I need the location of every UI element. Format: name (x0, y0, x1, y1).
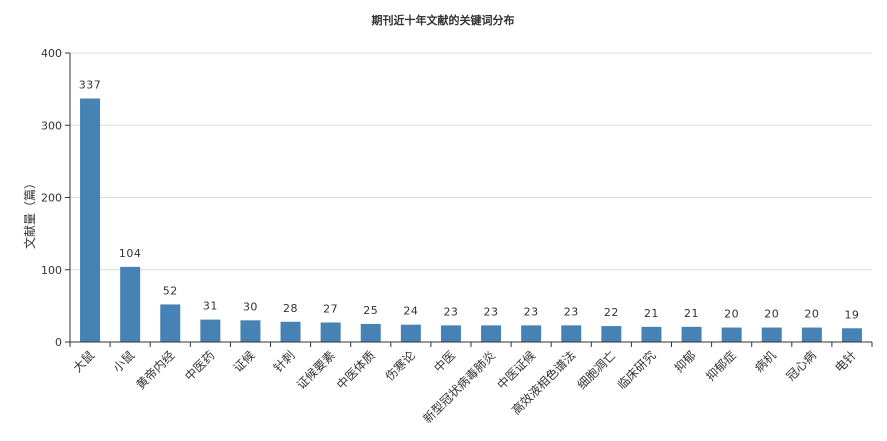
bar-value-label: 30 (243, 300, 258, 313)
y-axis-label: 文献量（篇） (22, 177, 37, 249)
bar[interactable] (440, 325, 461, 342)
bar-value-label: 24 (403, 305, 418, 318)
x-tick-label: 冠心病 (783, 348, 819, 384)
bar[interactable] (200, 319, 221, 342)
bar[interactable] (601, 326, 622, 342)
y-tick-label: 300 (41, 119, 62, 132)
x-tick-label: 黄帝内经 (133, 348, 178, 393)
x-tick-label: 抑郁症 (703, 348, 739, 384)
x-tick-label: 电针 (831, 348, 859, 376)
x-tick-label: 证候 (231, 348, 258, 375)
bar-value-label: 23 (484, 305, 499, 318)
bar[interactable] (841, 328, 862, 342)
bar-value-label: 25 (363, 304, 378, 317)
x-tick-label: 大鼠 (70, 348, 97, 375)
bar-value-label: 52 (163, 284, 178, 297)
bar[interactable] (721, 327, 742, 342)
bar-value-label: 20 (804, 308, 819, 321)
x-tick-label: 细胞凋亡 (575, 348, 619, 392)
x-tick-label: 证候要素 (294, 348, 338, 392)
bar[interactable] (681, 326, 702, 342)
bar[interactable] (641, 326, 662, 342)
x-tick-label: 中医体质 (333, 348, 378, 393)
y-tick-label: 200 (41, 192, 62, 205)
x-tick-label: 小鼠 (110, 348, 137, 375)
bar-value-label: 23 (524, 305, 539, 318)
bar[interactable] (400, 324, 421, 342)
chart-title: 期刊近十年文献的关键词分布 (372, 13, 515, 27)
bar-value-label: 104 (119, 247, 142, 260)
bar[interactable] (240, 320, 261, 342)
x-tick-label: 中医 (430, 348, 458, 376)
bar-value-label: 20 (724, 308, 739, 321)
y-tick-label: 0 (55, 336, 62, 349)
bar-value-label: 20 (764, 308, 779, 321)
bar[interactable] (561, 325, 582, 342)
x-tick-label: 病机 (751, 348, 779, 376)
bar[interactable] (360, 323, 381, 342)
bar-value-label: 23 (564, 305, 579, 318)
bar[interactable] (521, 325, 542, 342)
bar[interactable] (320, 322, 341, 342)
bar-value-label: 31 (203, 300, 218, 313)
x-tick-label: 临床研究 (614, 348, 659, 393)
y-tick-label: 400 (41, 47, 62, 60)
bar[interactable] (80, 98, 101, 342)
x-tick-label: 中医药 (181, 348, 217, 384)
y-tick-label: 100 (41, 264, 62, 277)
x-tick-label: 伤寒论 (382, 348, 418, 384)
bar-value-label: 337 (79, 79, 102, 92)
bar[interactable] (160, 304, 181, 342)
x-tick-label: 针刺 (270, 348, 298, 376)
bar[interactable] (761, 327, 782, 342)
bar-value-label: 19 (844, 308, 859, 321)
bar-value-label: 22 (604, 306, 619, 319)
bar[interactable] (120, 266, 141, 342)
x-tick-label: 抑郁 (671, 348, 699, 376)
x-tick-label: 新型冠状病毒肺炎 (420, 348, 498, 426)
bar-value-label: 28 (283, 302, 298, 315)
bar-value-label: 21 (644, 307, 659, 320)
bar-value-label: 21 (684, 307, 699, 320)
bar[interactable] (801, 327, 822, 342)
bar-value-label: 23 (443, 305, 458, 318)
bar[interactable] (481, 325, 502, 342)
bar[interactable] (280, 321, 301, 342)
bar-value-label: 27 (323, 302, 338, 315)
